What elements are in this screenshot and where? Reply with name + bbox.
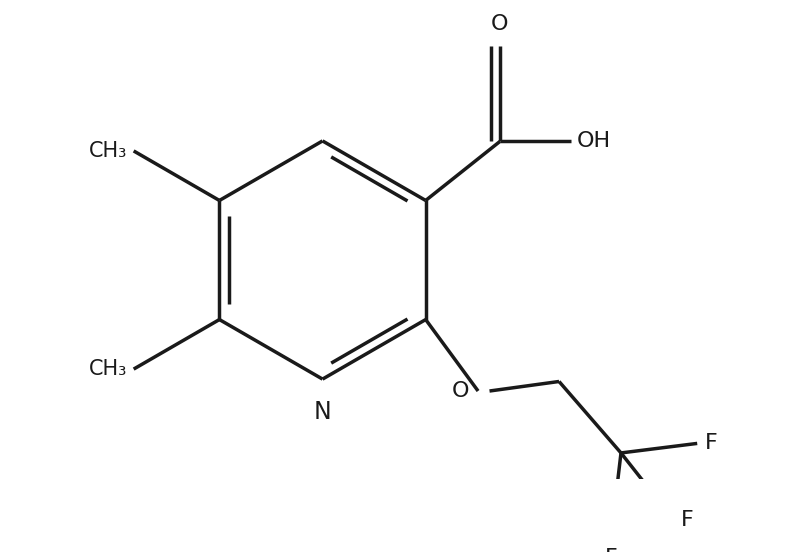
- Text: F: F: [605, 548, 618, 552]
- Text: OH: OH: [577, 131, 611, 151]
- Text: F: F: [681, 509, 693, 529]
- Text: O: O: [452, 381, 470, 401]
- Text: F: F: [704, 433, 718, 453]
- Text: CH₃: CH₃: [88, 141, 127, 161]
- Text: CH₃: CH₃: [88, 359, 127, 379]
- Text: O: O: [491, 14, 509, 34]
- Text: N: N: [314, 400, 332, 424]
